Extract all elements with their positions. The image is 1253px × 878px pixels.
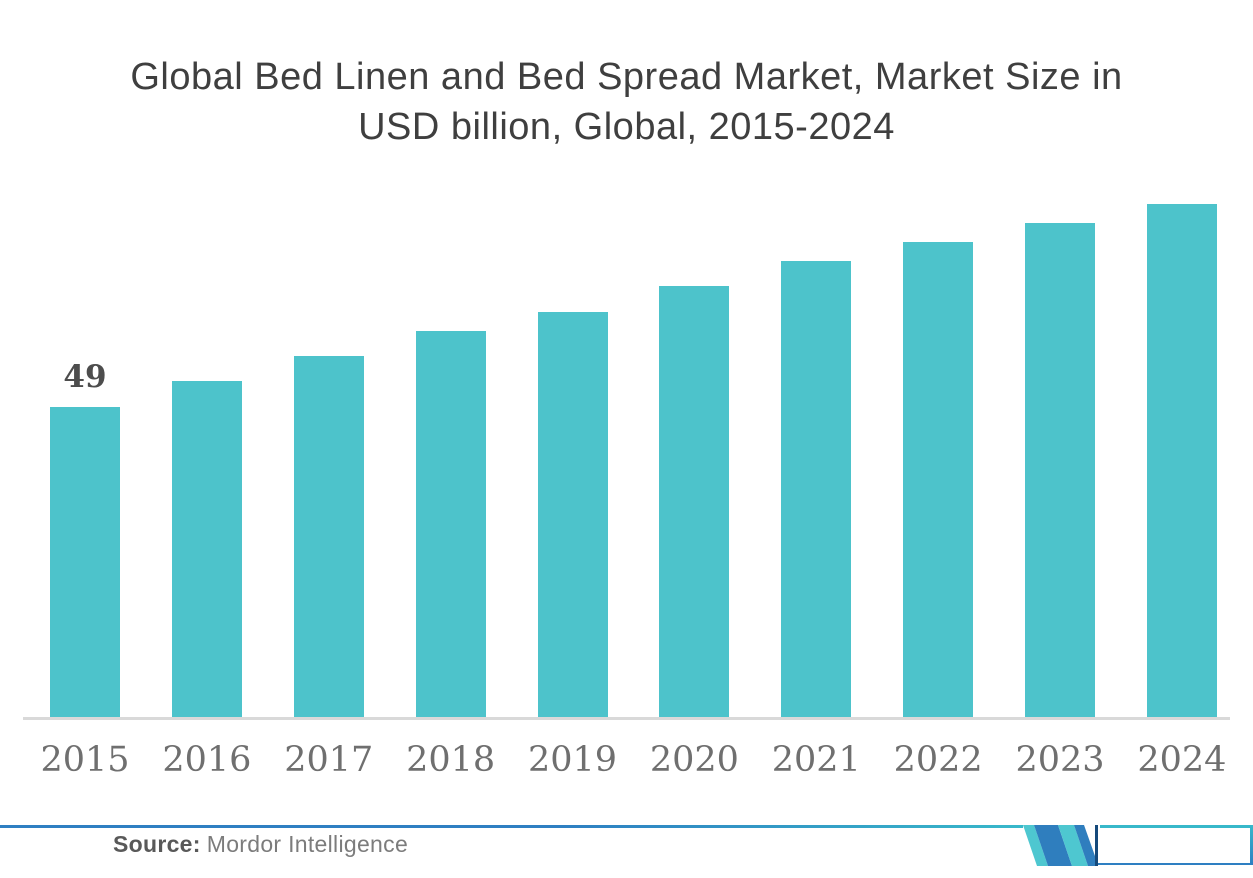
x-tick-2024: 2024: [1137, 740, 1227, 780]
bar-2016: [171, 381, 242, 718]
footer-rule-vertical: [1250, 825, 1253, 865]
bar-2018: [415, 330, 486, 718]
chart-title-line2: USD billion, Global, 2015-2024: [358, 106, 895, 148]
bar-2020: [659, 286, 730, 718]
x-tick-2021: 2021: [771, 740, 861, 780]
x-tick-2018: 2018: [406, 740, 496, 780]
bar-2015: [50, 406, 120, 718]
bar-2023: [1025, 222, 1096, 718]
x-axis-line: [23, 717, 1230, 720]
bar-2024: [1146, 203, 1217, 718]
bar-2019: [537, 311, 608, 718]
x-tick-2019: 2019: [527, 740, 618, 780]
bar-2017: [293, 355, 364, 718]
x-tick-2016: 2016: [162, 740, 252, 780]
bar-value-label-2015: 49: [63, 358, 107, 395]
x-tick-2020: 2020: [649, 740, 739, 780]
x-tick-2015: 2015: [40, 740, 130, 780]
x-tick-2023: 2023: [1015, 740, 1105, 780]
source-caption: Source: Mordor Intelligence: [113, 831, 408, 858]
x-tick-2017: 2017: [284, 740, 374, 780]
mordor-intelligence-logo: [1023, 825, 1098, 866]
chart-title-line1: Global Bed Linen and Bed Spread Market, …: [130, 56, 1123, 98]
footer-rule-left: [0, 825, 1023, 828]
footer-rule-right-top: [1100, 825, 1253, 828]
chart-title: Global Bed Linen and Bed Spread Market, …: [0, 52, 1253, 152]
footer-rule-right-bottom: [1098, 862, 1253, 865]
source-label: Source:: [113, 831, 201, 857]
bar-2022: [903, 241, 974, 718]
source-value: Mordor Intelligence: [206, 831, 409, 857]
x-tick-2022: 2022: [893, 740, 983, 780]
bar-2021: [781, 260, 852, 718]
